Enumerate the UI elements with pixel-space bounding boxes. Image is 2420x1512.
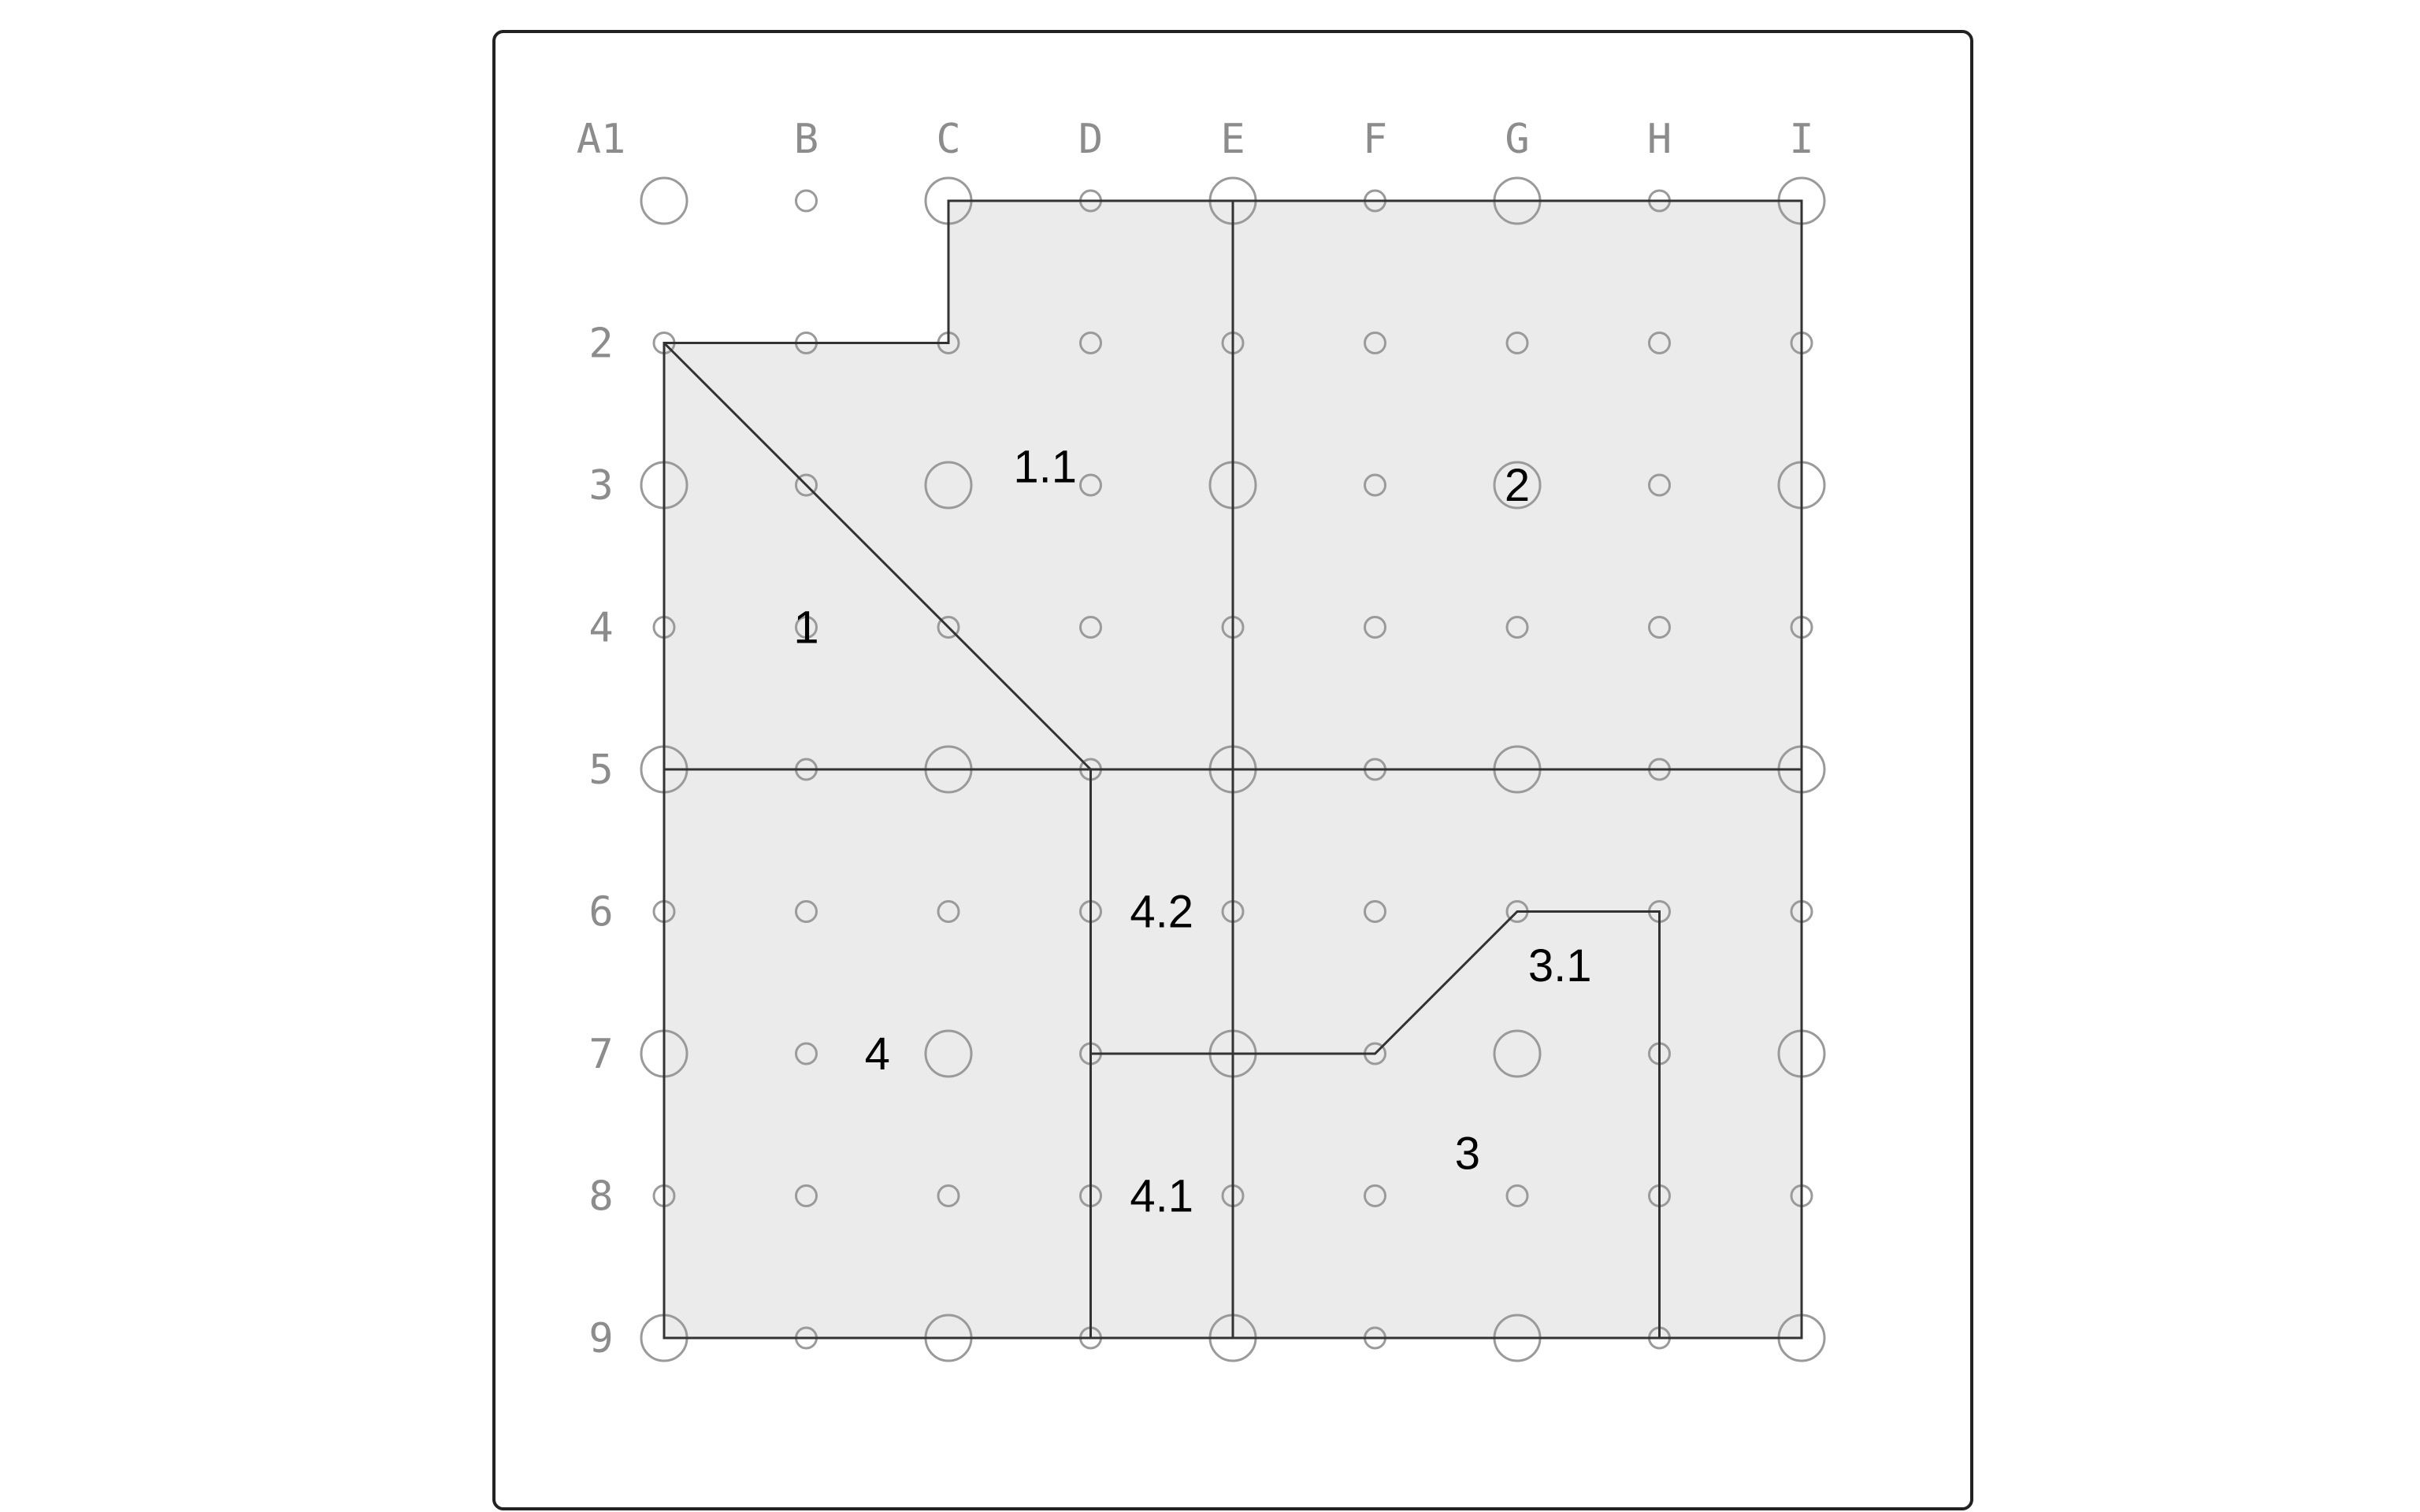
- grid-pin: [937, 900, 960, 923]
- grid-pin: [1364, 900, 1386, 923]
- region-label: 4.2: [1130, 887, 1193, 938]
- row-label: 7: [588, 1031, 613, 1078]
- grid-pin: [795, 1042, 818, 1065]
- grid-pin: [1505, 616, 1529, 639]
- column-label: A1: [577, 116, 626, 163]
- region-label: 4.1: [1130, 1171, 1193, 1222]
- grid-pin: [1364, 616, 1386, 639]
- region-label: 1.1: [1013, 442, 1077, 493]
- column-label: G: [1505, 116, 1529, 163]
- column-labels: A1 B C D E F G H I: [577, 116, 1814, 163]
- row-label: 8: [588, 1173, 613, 1221]
- outline-edge: [663, 199, 1803, 1340]
- major-pin: [1493, 1029, 1542, 1078]
- grid-pin: [795, 900, 818, 923]
- row-label: 5: [588, 747, 613, 794]
- major-pin: [1493, 461, 1542, 510]
- grid-pin: [1364, 1184, 1386, 1207]
- major-pin: [924, 461, 973, 510]
- grid-pin: [795, 189, 818, 213]
- column-label: H: [1647, 116, 1672, 163]
- row-label: 4: [588, 605, 613, 652]
- column-label: F: [1363, 116, 1387, 163]
- region-label: 3.1: [1528, 940, 1592, 991]
- column-label: D: [1078, 116, 1103, 163]
- region-label: 4: [865, 1028, 890, 1080]
- division-edge: [663, 342, 1092, 771]
- grid-pin: [1079, 332, 1102, 354]
- grid-pin: [1505, 1184, 1529, 1207]
- row-label: 6: [588, 889, 613, 936]
- region-label: 1: [793, 602, 818, 654]
- grid-pin: [795, 616, 818, 639]
- grid-pin: [937, 616, 960, 639]
- grid-pin: [1505, 332, 1529, 354]
- region-label: 3: [1455, 1128, 1480, 1179]
- row-labels: 2 3 4 5 6 7 8 9: [588, 321, 613, 1363]
- grid-pin: [1079, 473, 1102, 497]
- row-label: 2: [588, 321, 613, 368]
- column-label: E: [1220, 116, 1245, 163]
- column-label: C: [936, 116, 960, 163]
- grid-pin: [795, 1184, 818, 1207]
- division-edge: [1090, 910, 1661, 1338]
- region-label: 2: [1505, 460, 1530, 511]
- grid-pin: [1648, 616, 1671, 639]
- column-label: B: [794, 116, 818, 163]
- grid-pin: [1648, 473, 1671, 497]
- grid-pin: [1079, 616, 1102, 639]
- region-labels: 1 1.1 2 3 3.1 4 4.1 4.2: [793, 442, 1591, 1222]
- major-pin: [640, 176, 689, 225]
- grid-pin: [1364, 473, 1386, 497]
- edge-layer: [663, 199, 1803, 1340]
- row-label: 9: [588, 1315, 613, 1362]
- grid-pin: [1364, 332, 1386, 354]
- grid-pin: [1648, 332, 1671, 354]
- row-label: 3: [588, 462, 613, 510]
- major-pin: [924, 1029, 973, 1078]
- grid-pin: [795, 473, 818, 497]
- column-label: I: [1789, 116, 1813, 163]
- grid-pin: [937, 1184, 960, 1207]
